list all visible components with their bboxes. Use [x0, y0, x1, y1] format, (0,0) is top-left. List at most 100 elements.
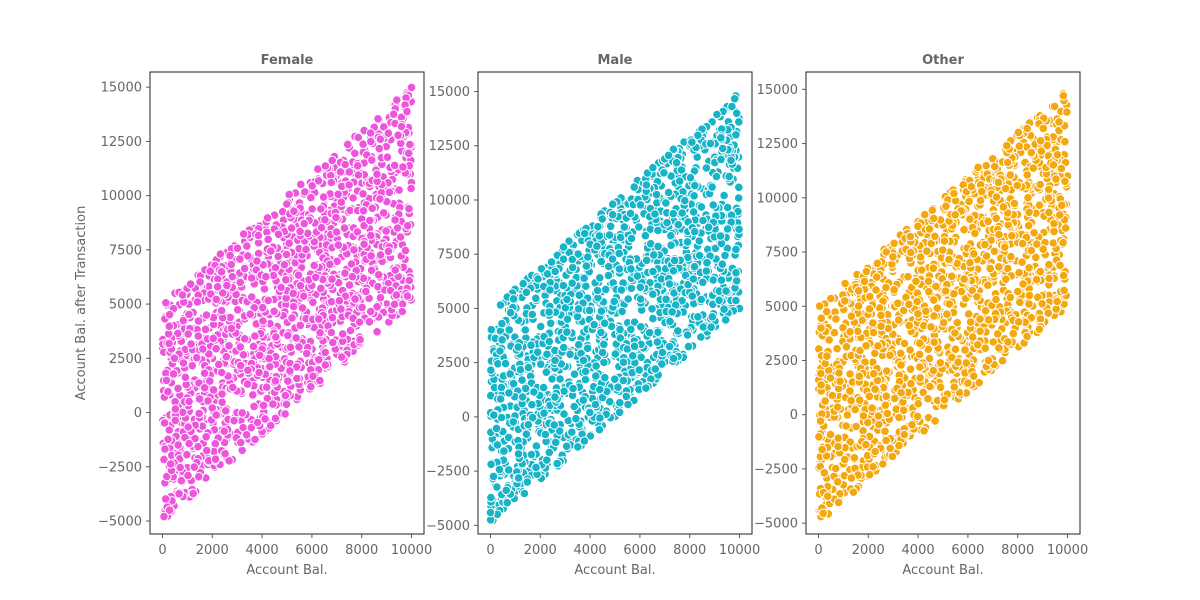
scatter-point	[495, 346, 505, 356]
y-tick-label: 15000	[757, 83, 798, 98]
scatter-point	[406, 183, 416, 194]
scatter-point	[520, 325, 531, 335]
scatter-point	[513, 342, 524, 352]
scatter-point	[671, 157, 682, 168]
scatter-point	[913, 309, 923, 319]
scatter-point	[965, 214, 975, 224]
scatter-point	[682, 330, 693, 340]
scatter-point	[394, 185, 404, 195]
scatter-point	[365, 128, 376, 138]
scatter-point	[392, 95, 402, 105]
scatter-point	[343, 139, 353, 150]
scatter-point	[997, 355, 1008, 366]
scatter-point	[833, 497, 844, 508]
scatter-point	[492, 482, 502, 492]
scatter-point	[344, 167, 355, 177]
scatter-point	[1060, 136, 1070, 147]
scatter-point	[550, 266, 561, 277]
scatter-point	[366, 265, 377, 276]
scatter-point	[994, 229, 1004, 240]
scatter-point	[491, 423, 502, 434]
scatter-point	[719, 304, 729, 315]
scatter-point	[937, 245, 948, 255]
scatter-point	[211, 343, 221, 354]
scatter-point	[554, 426, 565, 436]
scatter-point	[1035, 136, 1046, 146]
scatter-point	[663, 150, 674, 161]
scatter-point	[344, 180, 354, 190]
scatter-point	[994, 343, 1004, 353]
scatter-point	[541, 367, 552, 378]
scatter-points-male	[485, 91, 745, 526]
scatter-point	[919, 426, 929, 436]
scatter-point	[1058, 237, 1068, 248]
scatter-point	[1003, 337, 1013, 347]
scatter-point	[497, 318, 507, 329]
scatter-point	[1000, 242, 1010, 252]
x-ticks-female: 0 2000 4000 6000 8000 10000	[158, 534, 432, 558]
scatter-point	[1017, 238, 1028, 249]
scatter-point	[173, 383, 183, 394]
scatter-point	[816, 313, 827, 324]
scatter-point	[405, 139, 415, 150]
scatter-point	[594, 231, 605, 241]
y-tick-label: 10000	[429, 193, 470, 208]
scatter-point	[1036, 146, 1047, 156]
scatter-point	[661, 198, 671, 208]
scatter-point	[680, 195, 690, 206]
scatter-point	[629, 182, 640, 192]
scatter-point	[950, 328, 960, 338]
scatter-point	[164, 309, 175, 320]
x-tick-label: 8000	[673, 543, 706, 558]
scatter-point	[549, 420, 560, 430]
scatter-point	[614, 407, 625, 418]
scatter-point	[701, 163, 712, 173]
scatter-point	[159, 511, 169, 522]
scatter-point	[629, 341, 640, 352]
scatter-point	[579, 228, 590, 239]
scatter-point	[650, 364, 661, 374]
scatter-point	[542, 349, 552, 360]
scatter-point	[291, 333, 302, 343]
scatter-point	[1038, 123, 1049, 134]
scatter-point	[357, 302, 367, 313]
scatter-point	[293, 270, 304, 281]
scatter-point	[180, 372, 191, 383]
scatter-point	[388, 109, 399, 119]
scatter-point	[961, 358, 972, 368]
scatter-point	[296, 179, 306, 190]
scatter-point	[544, 336, 555, 347]
scatter-point	[1062, 107, 1072, 117]
scatter-point	[495, 394, 506, 404]
scatter-point	[382, 152, 393, 162]
scatter-point	[393, 130, 403, 141]
scatter-point	[950, 344, 961, 355]
scatter-point	[569, 369, 580, 380]
scatter-point	[336, 352, 347, 362]
scatter-point	[923, 393, 933, 404]
scatter-point	[595, 273, 605, 283]
scatter-point	[846, 395, 856, 406]
scatter-point	[929, 311, 939, 321]
scatter-point	[503, 465, 514, 475]
y-tick-label: 15000	[101, 81, 142, 96]
scatter-point	[1022, 331, 1032, 342]
scatter-point	[657, 347, 668, 358]
scatter-point	[826, 293, 836, 304]
scatter-point	[336, 304, 346, 314]
scatter-point	[966, 181, 977, 192]
scatter-point	[913, 398, 924, 409]
scatter-point	[647, 304, 657, 314]
scatter-point	[353, 170, 364, 180]
scatter-point	[834, 368, 844, 378]
scatter-point	[316, 204, 326, 214]
scatter-point	[1018, 279, 1028, 289]
scatter-point	[664, 341, 675, 352]
scatter-point	[581, 261, 592, 271]
scatter-point	[295, 320, 306, 331]
scatter-point	[280, 390, 291, 401]
scatter-point	[232, 305, 243, 315]
scatter-point	[320, 347, 331, 358]
scatter-point	[923, 276, 934, 287]
scatter-point	[846, 311, 857, 322]
